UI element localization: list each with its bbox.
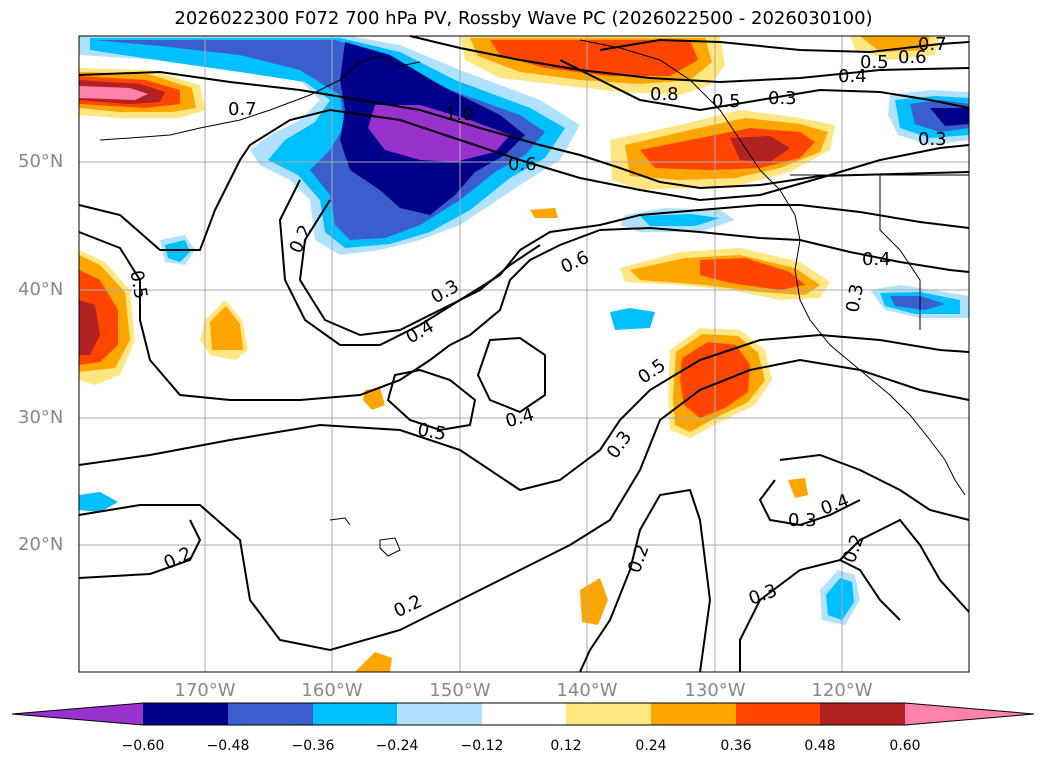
colorbar-swatch [143,703,228,725]
colorbar-tick-label: −0.12 [460,738,504,754]
contour-label: 0.5 [125,269,151,301]
colorbar-swatch [651,703,736,725]
colorbar-swatch [482,703,566,725]
colorbar-swatch [820,703,905,725]
contour-label: 0.5 [416,419,448,445]
filled-anomalies [79,36,969,672]
colorbar-tick-label: 0.36 [720,738,752,754]
contour-label: 0.8 [650,84,679,105]
lon-label: 120°W [811,680,873,701]
map-frame [78,35,970,673]
lon-label: 130°W [684,680,746,701]
map-title: 2026022300 F072 700 hPa PV, Rossby Wave … [174,8,873,29]
colorbar-extend-max [905,703,1034,725]
lon-label: 160°W [301,680,363,701]
contour-lines [78,35,970,673]
colorbar-swatch [397,703,482,725]
lat-label: 20°N [18,534,64,555]
colorbar-tick-label: 0.12 [550,738,582,754]
colorbar [11,702,1035,726]
contour-label: 0.3 [768,88,797,109]
colorbar-tick-label: −0.48 [206,738,250,754]
contour-label: 0.3 [918,129,947,150]
colorbar-tick-label: −0.24 [375,738,419,754]
lon-label: 150°W [429,680,491,701]
contour-label: 0.6 [508,154,537,175]
colorbar-tick-label: 0.24 [635,738,667,754]
contour-label: 0.3 [788,510,817,531]
contour-label: 0.7 [918,34,947,55]
colorbar-tick-label: 0.48 [804,738,836,754]
lat-label: 30°N [18,407,64,428]
lat-label: 50°N [18,151,64,172]
contour-label: 0.4 [862,249,891,270]
colorbar-extend-min [12,703,143,725]
contour-label: 0.4 [838,66,867,87]
colorbar-tick-label: 0.60 [889,738,921,754]
contour-label: 0.6 [898,47,927,68]
colorbar-tick-label: −0.36 [291,738,335,754]
lon-label: 170°W [174,680,236,701]
contour-label: 0.5 [860,52,889,73]
contour-label: 1.0 [445,104,474,125]
colorbar-swatch [736,703,820,725]
contour-label: 0.5 [712,91,741,112]
coastlines [99,39,969,557]
colorbar-swatch [313,703,397,725]
lat-label: 40°N [18,279,64,300]
contour-label: 0.3 [842,282,868,314]
colorbar-swatch [228,703,313,725]
colorbar-swatch [566,703,651,725]
contour-label: 0.7 [228,99,257,120]
colorbar-tick-label: −0.60 [121,738,165,754]
lon-label: 140°W [556,680,618,701]
